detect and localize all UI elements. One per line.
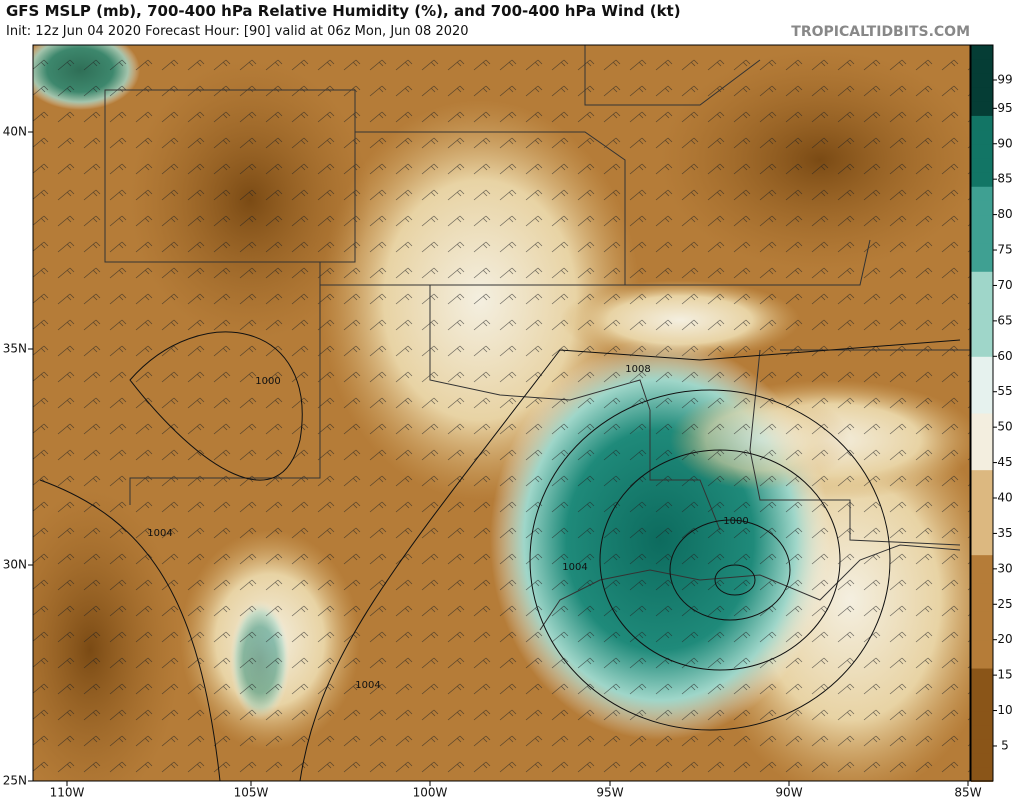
colorbar-label: 15 [997, 668, 1012, 682]
colorbar-segment [971, 200, 993, 216]
colorbar-segment [971, 271, 993, 286]
isobar-label: 1000 [255, 376, 280, 387]
colorbar-segment [971, 327, 993, 343]
lon-label: 90W [775, 786, 802, 800]
colorbar-segment [971, 129, 993, 145]
lon-label: 95W [596, 786, 623, 800]
colorbar-label: 65 [997, 313, 1012, 327]
colorbar-label: 30 [997, 561, 1012, 575]
isobar-label: 1004 [562, 562, 587, 573]
colorbar-segment [971, 342, 993, 357]
colorbar-segment [971, 441, 993, 456]
lon-label: 105W [234, 786, 269, 800]
colorbar-label: 90 [997, 136, 1012, 150]
colorbar-label: 95 [997, 101, 1012, 115]
colorbar-label: 5 [1001, 738, 1009, 752]
lat-label: 40N [3, 125, 27, 139]
colorbar-segment [971, 384, 993, 400]
credit: TROPICALTIDBITS.COM [791, 24, 970, 40]
colorbar: 5 10 15 20 25 30 35 40 45 50 55 60 65 70 75 80 85 90 95 99 [970, 44, 1013, 782]
lat-label: 30N [3, 558, 27, 572]
colorbar-segment [971, 668, 993, 683]
colorbar-segment [971, 625, 993, 641]
colorbar-segment [971, 568, 993, 584]
lon-label: 100W [413, 786, 448, 800]
isobar-label: 1008 [625, 364, 650, 375]
colorbar-segment [971, 469, 993, 485]
colorbar-label: 10 [997, 703, 1012, 717]
colorbar-segment [971, 682, 993, 697]
colorbar-label: 85 [997, 172, 1012, 186]
boundaries [104, 45, 970, 631]
lon-label: 85W [954, 786, 981, 800]
colorbar-segment [971, 398, 993, 414]
isobar-label: 1004 [147, 528, 172, 539]
colorbar-segment [971, 87, 993, 102]
colorbar-segment [971, 172, 993, 187]
colorbar-label: 60 [997, 349, 1012, 363]
colorbar-label: 75 [997, 243, 1012, 257]
colorbar-segment [971, 554, 993, 570]
colorbar-segment [971, 143, 993, 159]
map-title: GFS MSLP (mb), 700-400 hPa Relative Humi… [6, 2, 681, 20]
isobars [39, 331, 961, 781]
colorbar-segment [971, 299, 993, 315]
colorbar-label: 99 [997, 72, 1012, 86]
colorbar-segment [971, 427, 993, 442]
colorbar-segment [971, 214, 993, 230]
colorbar-label: 40 [997, 491, 1012, 505]
colorbar-label: 80 [997, 207, 1012, 221]
colorbar-segment [971, 696, 993, 712]
colorbar-segment [971, 257, 993, 272]
colorbar-segment [971, 228, 993, 244]
colorbar-segment [971, 753, 993, 768]
colorbar-segment [971, 639, 993, 655]
colorbar-segment [971, 483, 993, 499]
colorbar-segment [971, 526, 993, 542]
lat-label: 25N [3, 774, 27, 788]
colorbar-segment [971, 115, 993, 131]
colorbar-segment [971, 186, 993, 201]
lon-label: 110W [50, 786, 85, 800]
colorbar-frame [970, 44, 994, 782]
colorbar-segment [971, 242, 993, 258]
colorbar-segment [971, 285, 993, 301]
colorbar-label: 70 [997, 278, 1012, 292]
map-frame [32, 44, 971, 782]
colorbar-segment [971, 455, 993, 471]
colorbar-segment [971, 101, 993, 116]
colorbar-segment [971, 498, 993, 513]
lat-label: 35N [3, 342, 27, 356]
colorbar-label: 25 [997, 597, 1012, 611]
colorbar-segment [971, 738, 993, 754]
colorbar-segment [971, 540, 993, 556]
colorbar-label: 45 [997, 455, 1012, 469]
colorbar-segment [971, 724, 993, 740]
colorbar-segment [971, 58, 993, 74]
colorbar-segment [971, 597, 993, 612]
map-subtitle: Init: 12z Jun 04 2020 Forecast Hour: [90… [6, 24, 469, 39]
colorbar-segment [971, 412, 993, 428]
colorbar-segment [971, 710, 993, 726]
colorbar-label: 55 [997, 384, 1012, 398]
colorbar-label: 50 [997, 420, 1012, 434]
isobar-label: 1000 [723, 516, 748, 527]
colorbar-segment [971, 157, 993, 173]
colorbar-segment [971, 45, 993, 60]
colorbar-segment [971, 583, 993, 598]
colorbar-segment [971, 72, 993, 88]
colorbar-segment [971, 512, 993, 527]
colorbar-label: 35 [997, 526, 1012, 540]
colorbar-segment [971, 611, 993, 627]
colorbar-segment [971, 767, 993, 782]
isobar-label: 1004 [355, 680, 380, 691]
map-field [33, 45, 970, 781]
colorbar-segment [971, 370, 993, 386]
colorbar-segment [971, 653, 993, 669]
colorbar-segment [971, 356, 993, 371]
colorbar-label: 20 [997, 632, 1012, 646]
colorbar-segment [971, 313, 993, 329]
